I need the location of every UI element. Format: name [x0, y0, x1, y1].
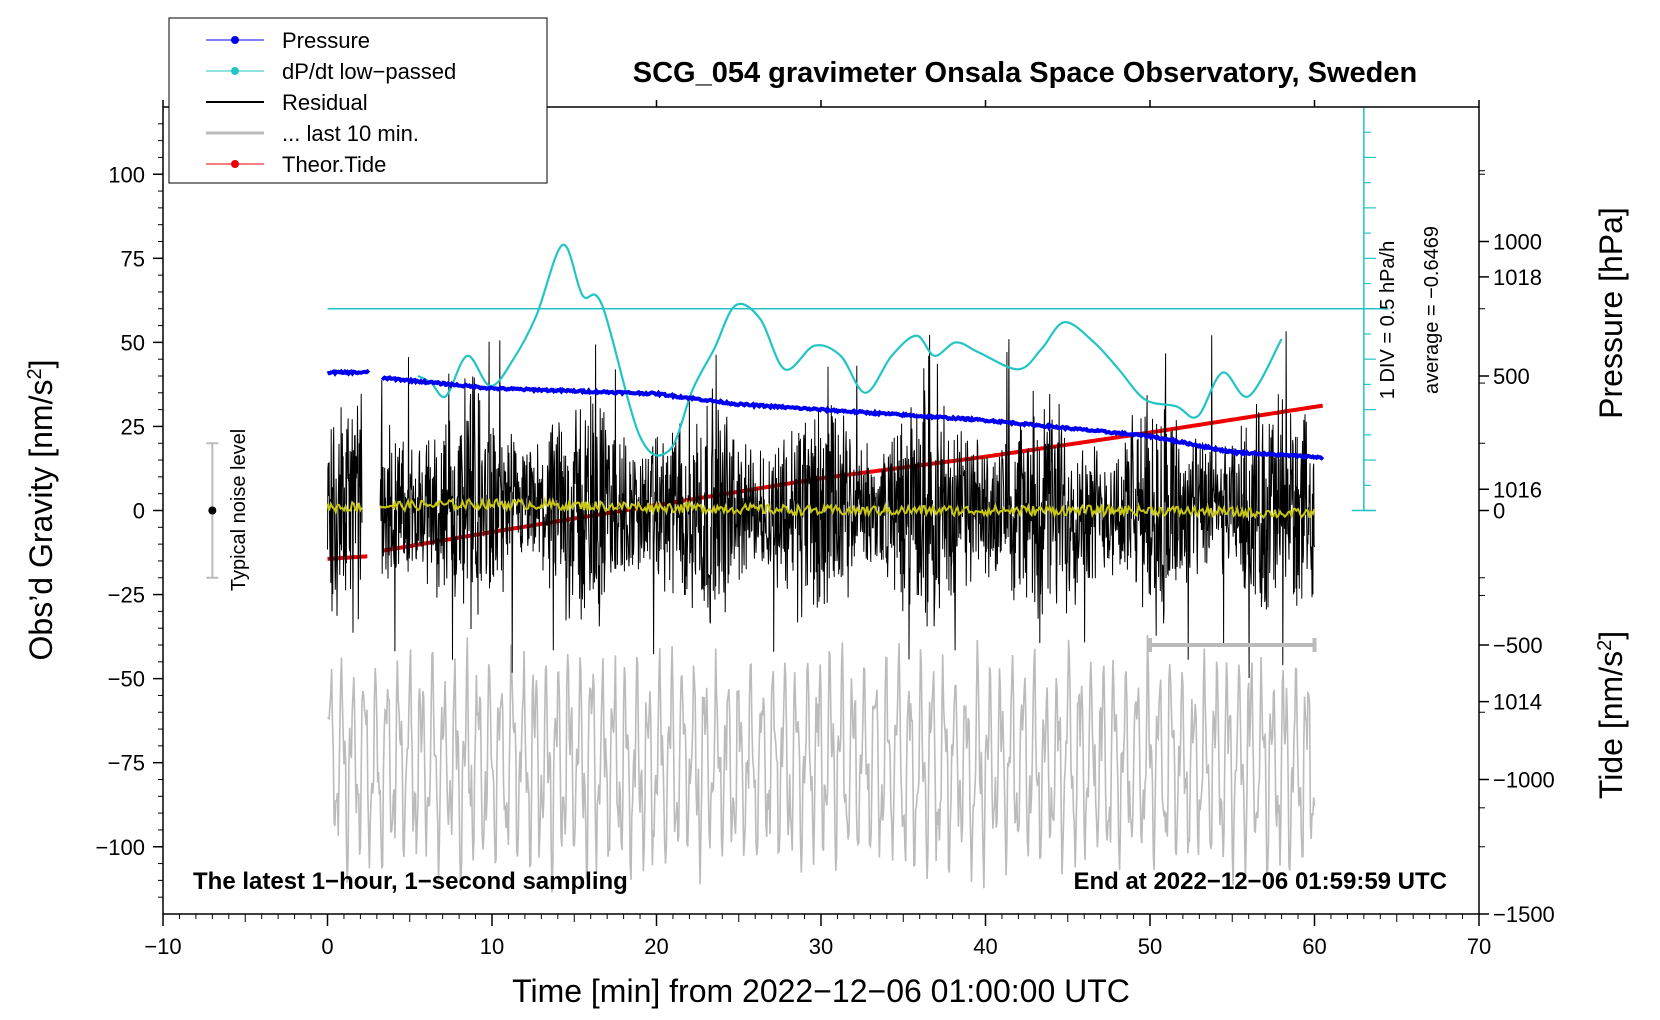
residual-series	[327, 331, 1315, 679]
legend-label: Residual	[282, 90, 368, 115]
noise-level-indicator	[206, 442, 219, 579]
pressure-tick-label: 1018	[1493, 265, 1542, 290]
y-tick-label: −50	[108, 667, 145, 692]
legend-marker	[231, 67, 239, 75]
y-tick-label: −25	[108, 583, 145, 608]
legend-box	[168, 17, 548, 184]
legend-label: ... last 10 min.	[282, 121, 419, 146]
y-axis-title-left-close: ]	[23, 360, 59, 369]
y-tick-label: 0	[133, 499, 145, 524]
y-tick-label: −75	[108, 751, 145, 776]
y-axis-title-pressure: Pressure [hPa]	[1593, 207, 1629, 419]
pressure-tick-label: 1016	[1493, 477, 1542, 502]
dpdt-line	[417, 243, 1283, 457]
legend-label: dP/dt low−passed	[282, 59, 456, 84]
noise-dot	[208, 506, 217, 515]
tide-tick-label: −500	[1493, 633, 1543, 658]
chart-title: SCG_054 gravimeter Onsala Space Observat…	[633, 57, 1417, 89]
dpdt-series	[327, 243, 1389, 457]
axis-ticks: −10 0 10 20 30 40 50 60 70−100−75−50−25025507510…	[95, 100, 1555, 959]
y-axis-title-tide-sup: 2	[1594, 640, 1616, 651]
tide-tick-label: −1000	[1493, 768, 1555, 793]
dpdt-scale-axis	[1351, 107, 1376, 512]
noise-level-label: Typical noise level	[228, 429, 250, 591]
y-tick-label: 50	[121, 330, 145, 355]
residual-line	[327, 331, 1315, 679]
legend-marker	[231, 36, 239, 44]
y-axis-title-tide: Tide [nm/s2]	[1593, 631, 1629, 799]
y-tick-label: 25	[121, 414, 145, 439]
residual-lowpass-series	[326, 496, 1316, 520]
y-tick-label: 75	[121, 246, 145, 271]
y-tick-label: −100	[95, 835, 145, 860]
y-axis-title-tide-close: ]	[1593, 631, 1629, 640]
legend-label: Theor.Tide	[282, 152, 386, 177]
x-tick-label: 50	[1138, 934, 1162, 959]
x-tick-label: 10	[480, 934, 504, 959]
x-tick-label: 20	[644, 934, 668, 959]
legend-marker	[231, 160, 239, 168]
x-tick-label: −10	[144, 934, 181, 959]
y-axis-title-left: Obs’d Gravity [nm/s2]	[23, 360, 59, 661]
tide-tick-label: −1500	[1493, 902, 1555, 927]
legend-label: Pressure	[282, 28, 370, 53]
x-tick-label: 60	[1302, 934, 1326, 959]
pressure-series	[326, 368, 1325, 461]
bottom-left-note: The latest 1−hour, 1−second sampling	[193, 868, 628, 895]
y-axis-title-left-sup: 2	[24, 368, 46, 379]
y-axis-title-left-main: Obs’d Gravity [nm/s	[23, 380, 59, 661]
dpdt-scale-label: 1 DIV = 0.5 hPa/h	[1377, 241, 1399, 399]
last-10-min-series	[327, 634, 1316, 893]
y-tick-label: 100	[108, 162, 145, 187]
y-axis-title-tide-main: Tide [nm/s	[1593, 651, 1629, 799]
pressure-tick-label: 1014	[1493, 690, 1542, 715]
last-10-min-line	[327, 634, 1316, 893]
bottom-right-note: End at 2022−12−06 01:59:59 UTC	[1073, 868, 1447, 895]
x-tick-label: 30	[809, 934, 833, 959]
dpdt-average-label: average = −0.6469	[1421, 226, 1443, 394]
legend: Pressure dP/dt low−passed Residual ... last…	[168, 17, 548, 184]
last-10-min-window-bar	[1148, 638, 1317, 652]
tide-tick-label: 500	[1493, 364, 1530, 389]
tide-tick-label: 1000	[1493, 230, 1542, 255]
residual-lowpass-line	[326, 496, 1316, 520]
pressure-line	[326, 368, 1325, 461]
x-tick-label: 40	[973, 934, 997, 959]
x-tick-label: 70	[1467, 934, 1491, 959]
x-tick-label: 0	[321, 934, 333, 959]
x-axis-title: Time [min] from 2022−12−06 01:00:00 UTC	[512, 973, 1130, 1009]
tide-tick-label: 0	[1493, 499, 1505, 524]
